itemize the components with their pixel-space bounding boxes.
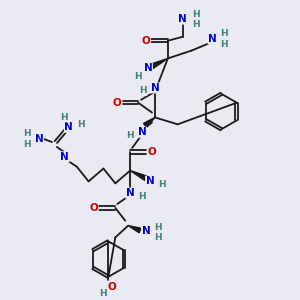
Text: N: N <box>126 188 135 198</box>
Text: H: H <box>192 10 200 19</box>
Polygon shape <box>130 170 147 181</box>
Text: H: H <box>100 289 107 298</box>
Text: H: H <box>126 130 134 140</box>
Text: N: N <box>64 122 73 132</box>
Text: H: H <box>60 113 68 122</box>
Text: N: N <box>138 127 146 137</box>
Text: O: O <box>108 282 117 292</box>
Text: O: O <box>113 98 122 108</box>
Text: H: H <box>158 180 166 189</box>
Text: H: H <box>192 20 200 29</box>
Polygon shape <box>143 117 155 127</box>
Text: H: H <box>154 233 162 242</box>
Text: O: O <box>148 147 156 157</box>
Text: N: N <box>151 83 159 93</box>
Text: O: O <box>142 36 150 46</box>
Text: N: N <box>146 176 154 186</box>
Text: O: O <box>89 203 98 213</box>
Polygon shape <box>151 58 168 68</box>
Text: N: N <box>144 63 152 73</box>
Polygon shape <box>128 226 141 233</box>
Text: N: N <box>178 14 187 24</box>
Text: N: N <box>35 134 44 144</box>
Text: H: H <box>138 192 146 201</box>
Text: H: H <box>139 86 147 95</box>
Text: H: H <box>23 140 31 149</box>
Text: N: N <box>142 226 150 236</box>
Text: N: N <box>208 34 217 44</box>
Text: H: H <box>23 129 31 138</box>
Text: N: N <box>60 152 69 162</box>
Text: H: H <box>220 40 228 49</box>
Text: H: H <box>220 29 228 38</box>
Text: H: H <box>77 120 85 129</box>
Text: H: H <box>154 223 162 232</box>
Text: H: H <box>134 72 142 81</box>
